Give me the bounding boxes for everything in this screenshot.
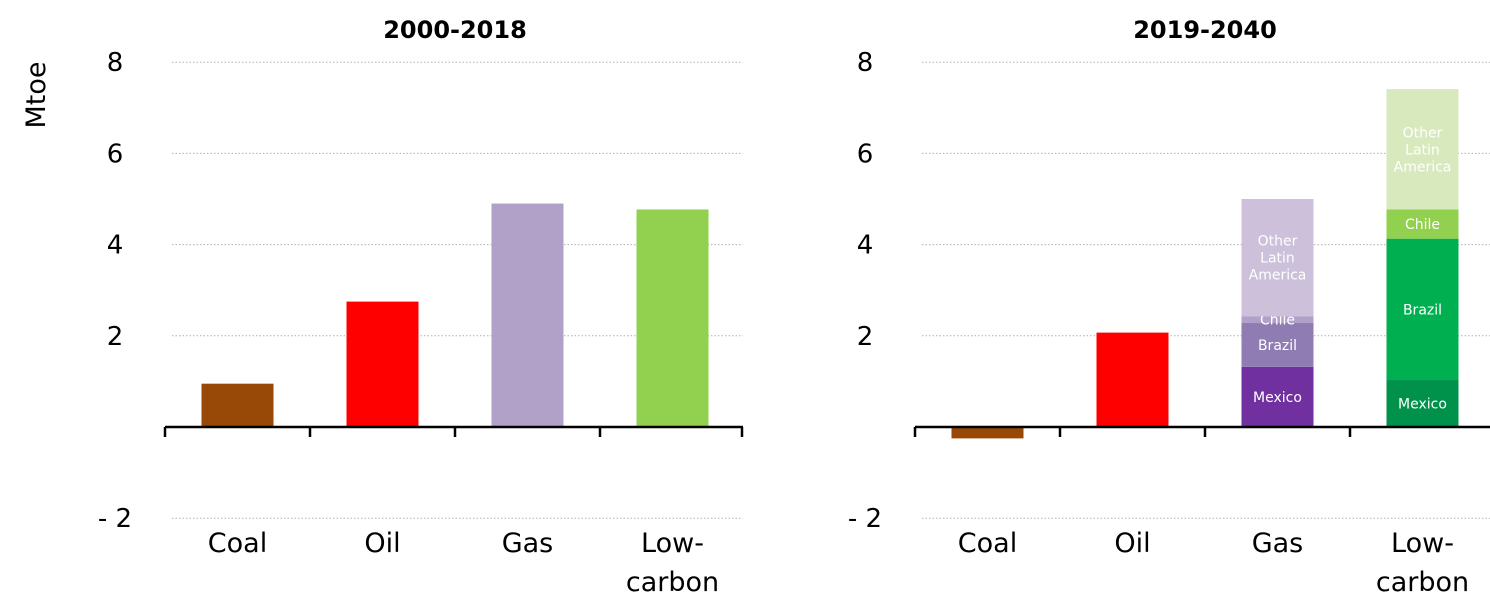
bar-segment — [1386, 380, 1459, 427]
panel-1-title: 2000-2018 — [383, 16, 527, 44]
bar-segment — [1096, 332, 1169, 427]
panel-2-title: 2019-2040 — [1133, 16, 1277, 44]
y-tick-label: 6 — [107, 139, 124, 169]
y-tick-label: 4 — [107, 231, 124, 261]
bar-segment — [1241, 316, 1314, 324]
bar-segment — [346, 301, 419, 427]
y-tick-label: 8 — [857, 48, 874, 78]
bar-segment-label: Other Latin America — [1394, 125, 1452, 175]
bar-segment — [1241, 323, 1314, 367]
y-tick-label: 2 — [857, 322, 874, 352]
bar-segment-label: Chile — [1405, 217, 1440, 233]
category-label: Low-carbon — [1376, 528, 1469, 598]
y-tick-label: 6 — [857, 139, 874, 169]
y-tick-label: - 2 — [98, 504, 132, 534]
category-label: Gas — [502, 528, 554, 559]
category-label: Oil — [364, 528, 400, 559]
bar-segment — [1386, 209, 1459, 239]
y-tick-label: - 2 — [848, 504, 882, 534]
bar-segment — [1386, 238, 1459, 381]
bar-segment-label: Brazil — [1258, 338, 1297, 354]
y-tick-label: 4 — [857, 231, 874, 261]
bar-segment-label: Chile — [1260, 313, 1295, 329]
bar-segment-label: Mexico — [1253, 390, 1302, 406]
y-tick-label: 8 — [107, 48, 124, 78]
y-tick-label: 2 — [107, 322, 124, 352]
bar-segment — [201, 383, 274, 427]
category-label: Coal — [958, 528, 1017, 559]
category-label: Coal — [208, 528, 267, 559]
bar-segment — [951, 427, 1024, 439]
bar-segment — [1386, 89, 1459, 210]
bar-segment — [1241, 199, 1314, 317]
y-axis-label: Mtoe — [21, 61, 52, 128]
category-label: Low-carbon — [626, 528, 719, 598]
bar-segment-label: Mexico — [1398, 397, 1447, 413]
bar-segment — [491, 203, 564, 427]
bar-segment — [1241, 366, 1314, 427]
category-label: Oil — [1114, 528, 1150, 559]
bar-segment-label: Brazil — [1403, 302, 1442, 318]
category-label: Gas — [1252, 528, 1304, 559]
bar-segment — [636, 209, 709, 427]
bar-segment-label: Other Latin America — [1249, 234, 1307, 284]
